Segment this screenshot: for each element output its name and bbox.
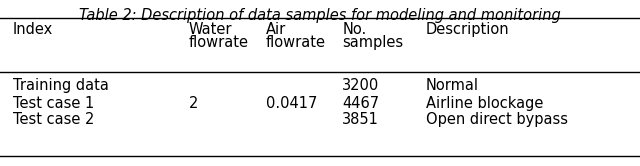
Text: Open direct bypass: Open direct bypass bbox=[426, 112, 568, 127]
Text: 2: 2 bbox=[189, 96, 198, 111]
Text: samples: samples bbox=[342, 35, 404, 50]
Text: Test case 1: Test case 1 bbox=[13, 96, 94, 111]
Text: Airline blockage: Airline blockage bbox=[426, 96, 543, 111]
Text: Normal: Normal bbox=[426, 78, 479, 93]
Text: 0.0417: 0.0417 bbox=[266, 96, 317, 111]
Text: flowrate: flowrate bbox=[189, 35, 249, 50]
Text: 4467: 4467 bbox=[342, 96, 380, 111]
Text: Index: Index bbox=[13, 22, 53, 37]
Text: flowrate: flowrate bbox=[266, 35, 326, 50]
Text: 3200: 3200 bbox=[342, 78, 380, 93]
Text: Test case 2: Test case 2 bbox=[13, 112, 94, 127]
Text: Water: Water bbox=[189, 22, 232, 37]
Text: 3851: 3851 bbox=[342, 112, 380, 127]
Text: Table 2: Description of data samples for modeling and monitoring: Table 2: Description of data samples for… bbox=[79, 8, 561, 23]
Text: Description: Description bbox=[426, 22, 509, 37]
Text: Air: Air bbox=[266, 22, 286, 37]
Text: No.: No. bbox=[342, 22, 367, 37]
Text: Training data: Training data bbox=[13, 78, 109, 93]
